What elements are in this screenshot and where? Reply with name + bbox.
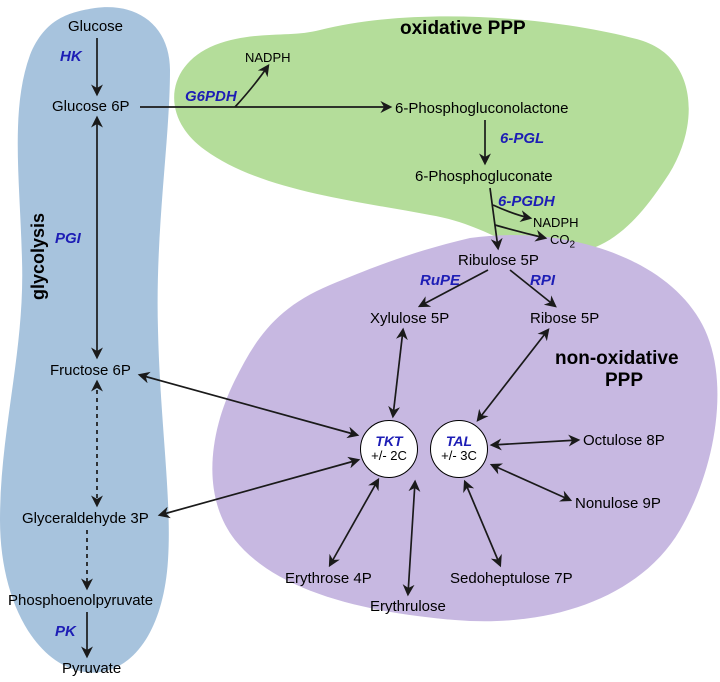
note-nadph-2: NADPH <box>533 215 579 230</box>
node-tkt: TKT +/- 2C <box>360 420 418 478</box>
node-pyruvate: Pyruvate <box>62 660 121 677</box>
enzyme-tal: TAL <box>446 434 472 448</box>
enzyme-pk: PK <box>55 623 76 640</box>
tal-sub: +/- 3C <box>441 448 477 464</box>
tkt-sub: +/- 2C <box>371 448 407 464</box>
node-oct8p: Octulose 8P <box>583 432 665 449</box>
node-ru5p: Ribulose 5P <box>458 252 539 269</box>
enzyme-tkt: TKT <box>375 434 402 448</box>
note-nadph-1: NADPH <box>245 50 291 65</box>
enzyme-6pgl: 6-PGL <box>500 130 544 147</box>
node-gap: Glyceraldehyde 3P <box>22 510 149 527</box>
node-glucose: Glucose <box>68 18 123 35</box>
nonoxidative-title-1: non-oxidative <box>555 348 679 370</box>
node-f6p: Fructose 6P <box>50 362 131 379</box>
node-g6p: Glucose 6P <box>52 98 130 115</box>
enzyme-rupe: RuPE <box>420 272 460 289</box>
note-co2-text: CO <box>550 232 570 247</box>
node-r5p: Ribose 5P <box>530 310 599 327</box>
node-sh7p: Sedoheptulose 7P <box>450 570 573 587</box>
enzyme-g6pdh: G6PDH <box>185 88 237 105</box>
oxidative-title: oxidative PPP <box>400 18 526 40</box>
node-e4p: Erythrose 4P <box>285 570 372 587</box>
node-tal: TAL +/- 3C <box>430 420 488 478</box>
enzyme-hk: HK <box>60 48 82 65</box>
nonoxidative-title-2: PPP <box>605 370 643 392</box>
enzyme-6pgdh: 6-PGDH <box>498 193 555 210</box>
node-6pg: 6-Phosphogluconate <box>415 168 553 185</box>
note-co2-sub: 2 <box>570 240 576 251</box>
glycolysis-title: glycolysis <box>28 213 49 300</box>
node-xu5p: Xylulose 5P <box>370 310 449 327</box>
node-non9p: Nonulose 9P <box>575 495 661 512</box>
enzyme-pgi: PGI <box>55 230 81 247</box>
node-eru: Erythrulose <box>370 598 446 615</box>
note-co2: CO2 <box>550 232 575 251</box>
enzyme-rpi: RPI <box>530 272 555 289</box>
node-6pgl: 6-Phosphogluconolactone <box>395 100 568 117</box>
node-pep: Phosphoenolpyruvate <box>8 592 153 609</box>
